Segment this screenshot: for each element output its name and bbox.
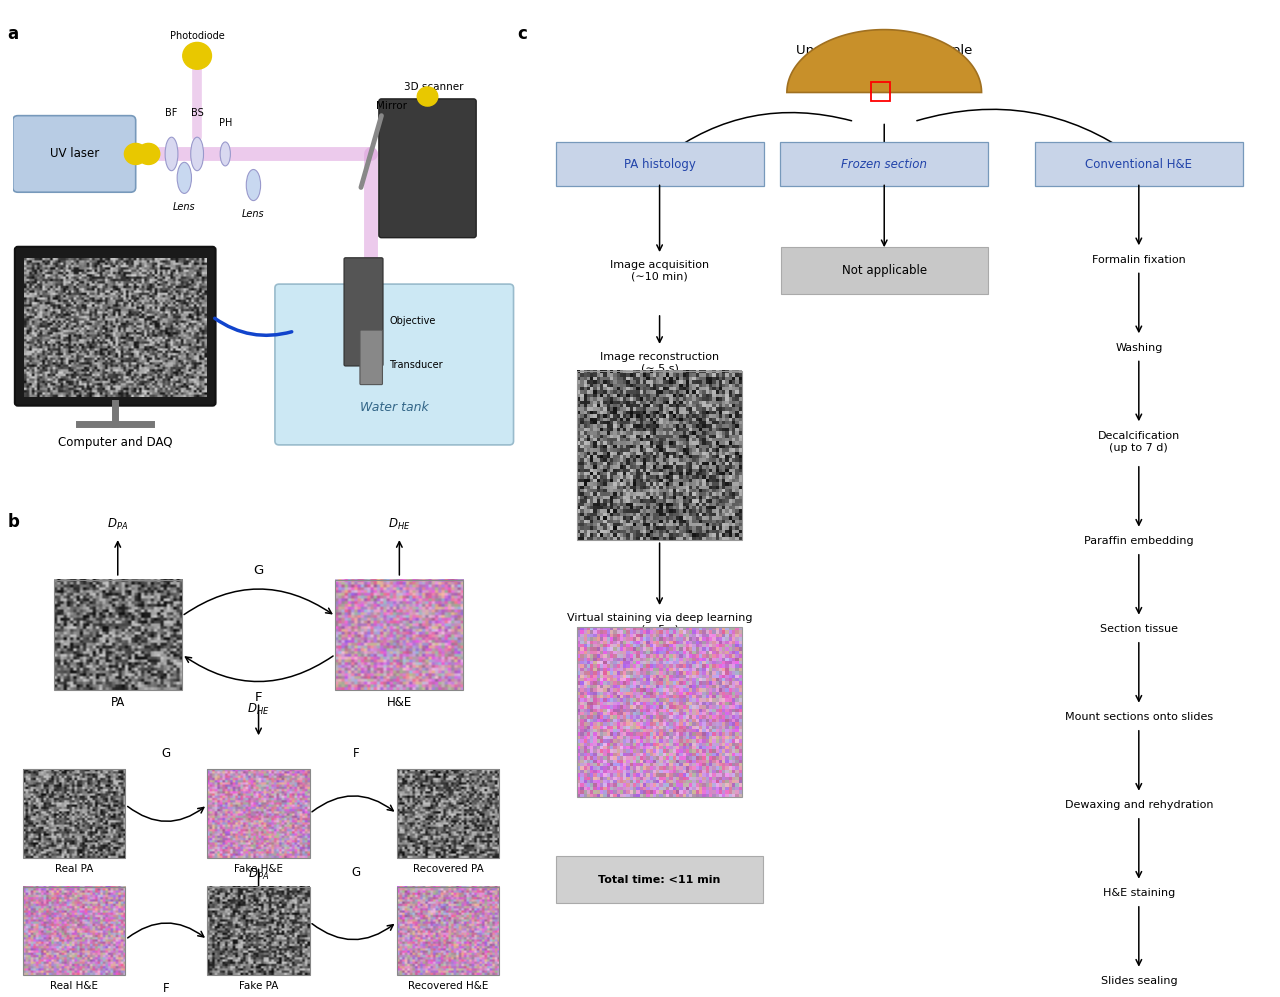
Bar (335, 580, 463, 690)
Text: G: G (161, 747, 172, 760)
Bar (23, 886, 125, 975)
Text: Slides sealing: Slides sealing (1101, 976, 1178, 986)
Text: G: G (253, 564, 264, 577)
FancyArrowPatch shape (215, 318, 292, 335)
Text: $D_{HE}$: $D_{HE}$ (388, 517, 411, 532)
Text: Recovered H&E: Recovered H&E (408, 981, 488, 991)
Text: $D_{PA}$: $D_{PA}$ (248, 866, 269, 881)
Text: Mirror: Mirror (376, 101, 407, 111)
FancyBboxPatch shape (781, 247, 988, 294)
Circle shape (417, 87, 438, 106)
Text: Computer and DAQ: Computer and DAQ (58, 437, 173, 450)
Text: Water tank: Water tank (360, 401, 429, 414)
FancyBboxPatch shape (556, 142, 764, 186)
Text: Conventional H&E: Conventional H&E (1085, 158, 1192, 170)
Text: a: a (8, 25, 19, 43)
Text: Image acquisition
(∼10 min): Image acquisition (∼10 min) (611, 260, 709, 281)
Text: $D_{PA}$: $D_{PA}$ (108, 517, 128, 532)
FancyBboxPatch shape (344, 258, 383, 366)
Circle shape (137, 144, 160, 165)
Ellipse shape (165, 138, 178, 170)
Circle shape (124, 144, 147, 165)
Ellipse shape (191, 138, 204, 170)
Text: Unprocessed bone sample: Unprocessed bone sample (796, 44, 973, 57)
Text: Formalin fixation: Formalin fixation (1092, 255, 1185, 265)
Text: Image reconstruction
(∼ 5 s): Image reconstruction (∼ 5 s) (600, 352, 719, 373)
Text: H&E: H&E (387, 696, 412, 709)
Text: PA histology: PA histology (623, 158, 695, 170)
Bar (870, 82, 890, 101)
FancyBboxPatch shape (13, 116, 136, 192)
Circle shape (183, 43, 211, 69)
Text: Dewaxing and rehydration: Dewaxing and rehydration (1065, 801, 1213, 811)
Text: 3D scanner: 3D scanner (404, 82, 463, 92)
Bar (207, 886, 310, 975)
Ellipse shape (177, 163, 192, 193)
Text: F: F (163, 982, 170, 995)
Text: Lens: Lens (242, 209, 265, 219)
Text: PA: PA (110, 696, 125, 709)
Text: G: G (351, 866, 361, 879)
Ellipse shape (246, 169, 261, 200)
FancyBboxPatch shape (24, 258, 206, 397)
Text: Paraffin embedding: Paraffin embedding (1084, 536, 1194, 546)
FancyBboxPatch shape (1034, 142, 1243, 186)
Text: Mount sections onto slides: Mount sections onto slides (1065, 713, 1213, 723)
Text: $D_{HE}$: $D_{HE}$ (247, 702, 270, 718)
Text: Washing: Washing (1115, 343, 1162, 353)
FancyBboxPatch shape (557, 856, 763, 903)
Bar (577, 371, 742, 540)
Bar (23, 770, 125, 857)
Text: BS: BS (191, 108, 204, 118)
Text: Virtual staining via deep learning
(∼ 5 s): Virtual staining via deep learning (∼ 5 … (567, 613, 753, 634)
Text: Real H&E: Real H&E (50, 981, 99, 991)
Text: Photodiode: Photodiode (170, 32, 224, 42)
Text: Section tissue: Section tissue (1100, 624, 1178, 634)
FancyBboxPatch shape (780, 142, 988, 186)
Text: Transducer: Transducer (389, 360, 443, 370)
Ellipse shape (220, 142, 230, 166)
Text: Decalcification
(up to 7 d): Decalcification (up to 7 d) (1098, 431, 1180, 453)
Text: UV laser: UV laser (50, 148, 99, 161)
Text: BF: BF (165, 108, 178, 118)
FancyBboxPatch shape (379, 99, 476, 237)
Text: Fake H&E: Fake H&E (234, 863, 283, 873)
Text: H&E staining: H&E staining (1102, 888, 1175, 898)
Text: PH: PH (219, 118, 232, 128)
Bar (397, 886, 499, 975)
Text: Objective: Objective (389, 316, 435, 326)
Text: F: F (352, 747, 360, 760)
Text: c: c (517, 25, 527, 43)
Text: Total time: <11 min: Total time: <11 min (598, 874, 721, 884)
Text: Not applicable: Not applicable (842, 264, 927, 277)
Text: Fake PA: Fake PA (239, 981, 278, 991)
Bar (577, 627, 742, 797)
Text: Real PA: Real PA (55, 863, 93, 873)
Bar (207, 770, 310, 857)
Text: Lens: Lens (173, 201, 196, 211)
Bar (397, 770, 499, 857)
Text: b: b (8, 513, 19, 531)
Bar (54, 580, 182, 690)
FancyBboxPatch shape (15, 247, 215, 406)
Polygon shape (787, 30, 982, 93)
FancyBboxPatch shape (360, 330, 383, 385)
Text: F: F (255, 691, 262, 704)
Text: Recovered PA: Recovered PA (412, 863, 484, 873)
FancyBboxPatch shape (275, 284, 513, 445)
Text: Frozen section: Frozen section (841, 158, 927, 170)
